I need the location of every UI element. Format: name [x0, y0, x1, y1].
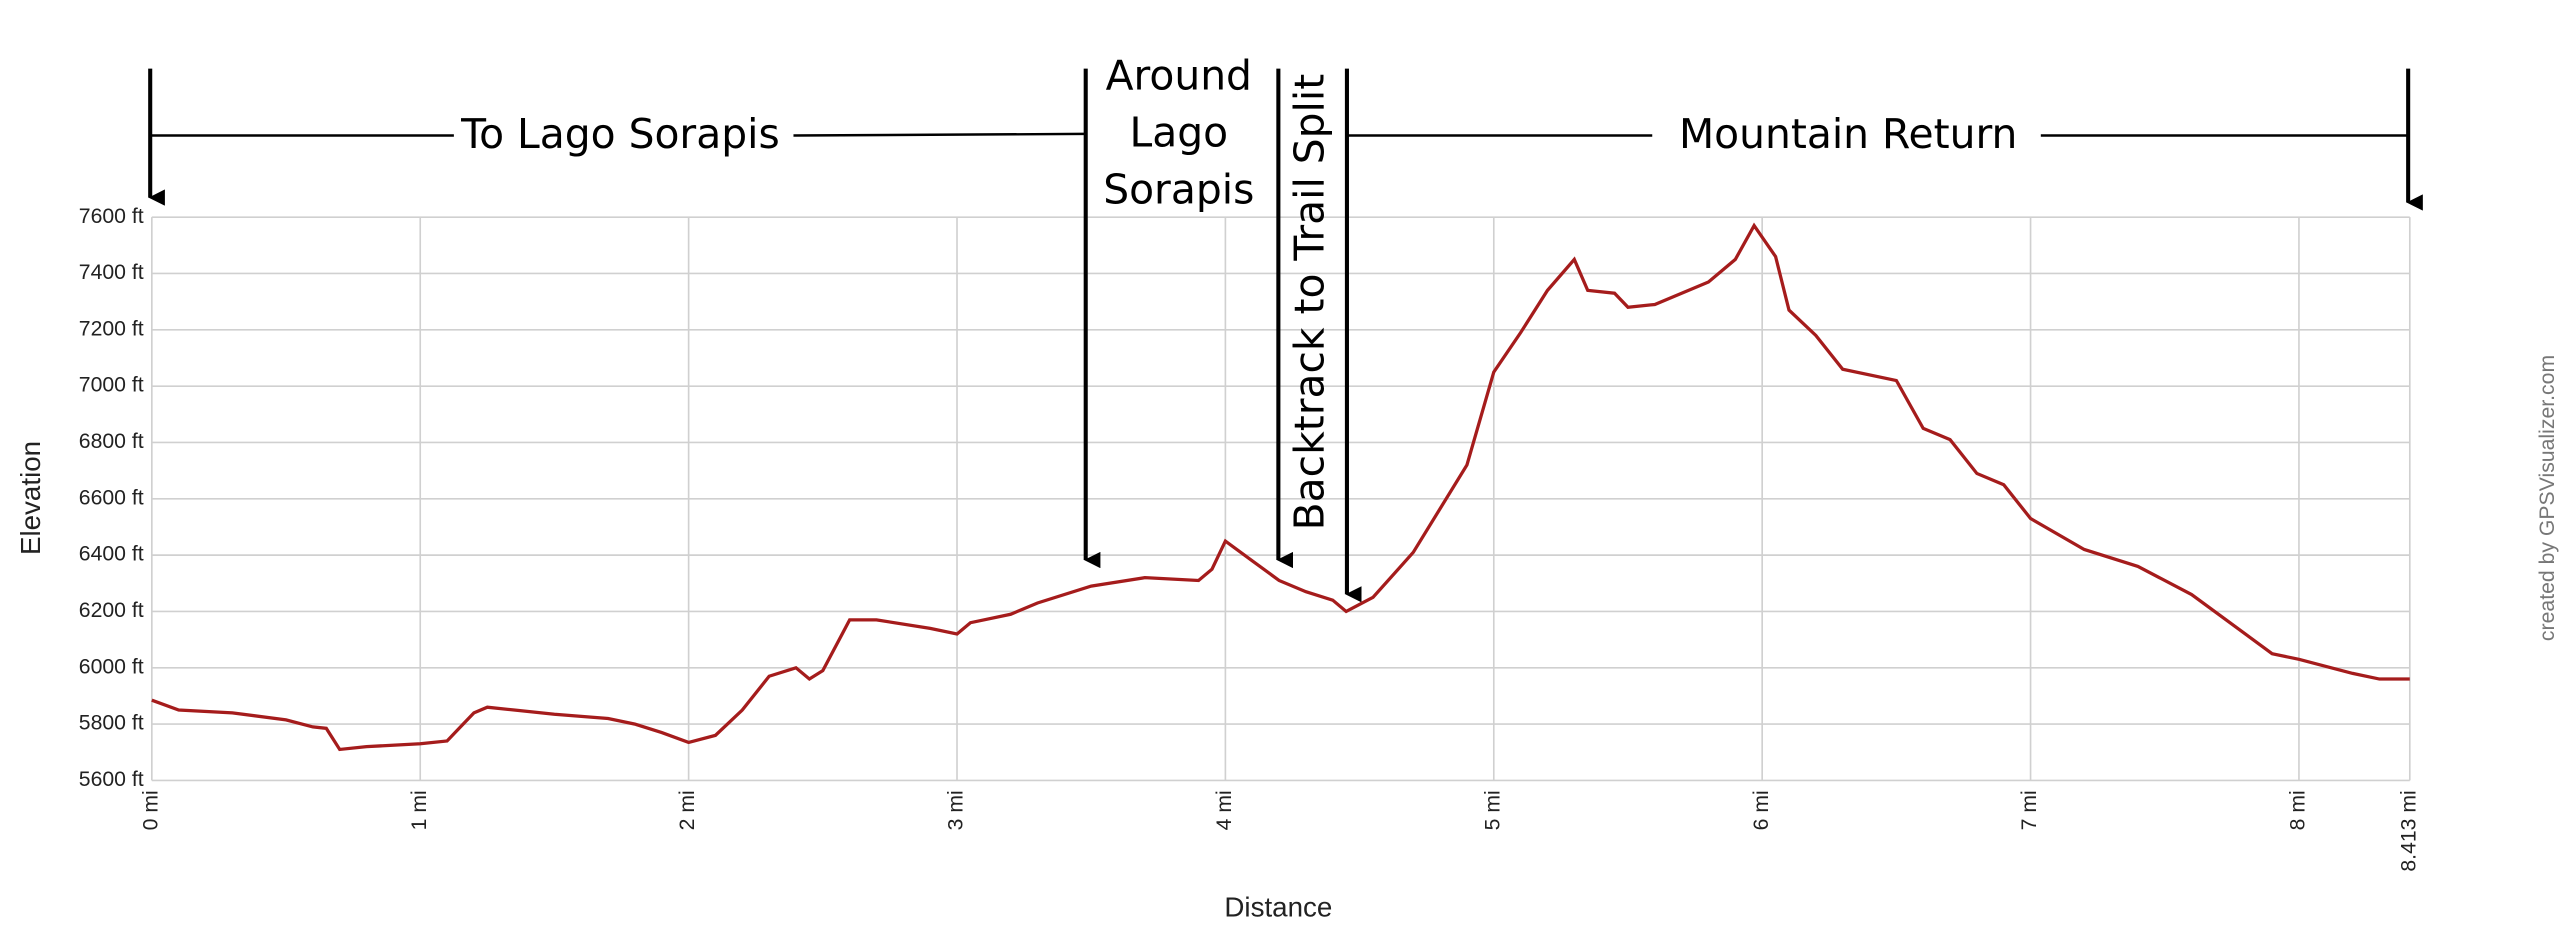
x-tick-label: 8 mi — [2287, 790, 2310, 830]
x-tick-label: 8.413 mi — [2397, 790, 2420, 871]
y-tick-label: 7200 ft — [79, 317, 144, 340]
annotation-lines — [148, 68, 2423, 603]
y-tick-label: 5600 ft — [79, 768, 144, 791]
annotation: Sorapis — [1103, 166, 1254, 214]
x-tick-label: 7 mi — [2018, 790, 2041, 830]
y-tick-label: 6000 ft — [79, 655, 144, 678]
x-tick-label: 5 mi — [1481, 790, 1504, 830]
y-tick-label: 7000 ft — [79, 374, 144, 397]
annotation: To Lago Sorapis — [460, 110, 780, 158]
y-axis-title: Elevation — [15, 441, 46, 555]
y-tick-label: 7400 ft — [79, 261, 144, 284]
y-tick-label: 7600 ft — [79, 205, 144, 228]
x-tick-label: 3 mi — [945, 790, 968, 830]
y-tick-label: 6800 ft — [79, 430, 144, 453]
x-tick-label: 4 mi — [1213, 790, 1236, 830]
x-axis-title: Distance — [1224, 892, 1332, 923]
elevation-line — [151, 222, 2410, 752]
annotation: Around — [1106, 51, 1252, 99]
x-tick-label: 1 mi — [408, 790, 431, 830]
annotation: Lago — [1129, 109, 1228, 157]
x-tick-label: 6 mi — [1750, 790, 1773, 830]
credit: created by GPSVisualizer.com — [2536, 355, 2559, 641]
annotation: Mountain Return — [1679, 110, 2017, 158]
x-tick-label: 0 mi — [139, 790, 162, 830]
y-tick-label: 5800 ft — [79, 712, 144, 735]
x-tick-label: 2 mi — [676, 790, 699, 830]
y-tick-label: 6400 ft — [79, 543, 144, 566]
y-tick-label: 6600 ft — [79, 486, 144, 509]
annotation: Backtrack to Trail Split — [1286, 74, 1334, 531]
y-tick-label: 6200 ft — [79, 599, 144, 622]
